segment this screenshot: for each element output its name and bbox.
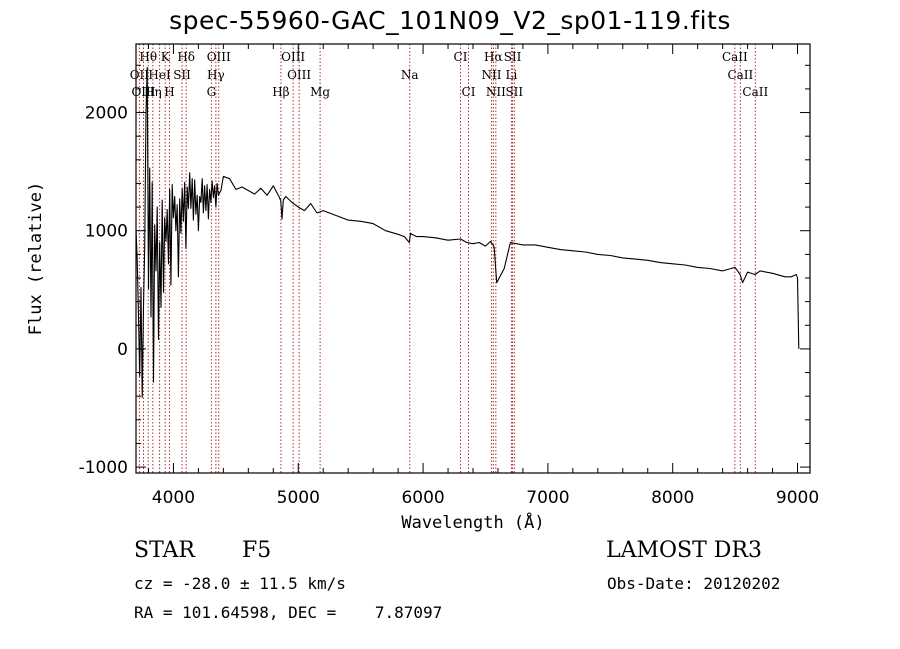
x-tick-label: 8000 [651,488,694,508]
spectral-line-label: OII [130,68,150,82]
spectral-line-label: Hα [484,50,503,64]
spectral-line-label: H [164,85,174,99]
spectral-line-label: CaII [722,50,748,64]
x-tick-label: 9000 [776,488,819,508]
spectral-line-label: Hβ [272,85,289,99]
y-tick-label: 2000 [85,104,128,124]
spectral-line-label: SII [505,85,523,99]
y-tick-label: 1000 [85,222,128,242]
spectral-line-label: Mg [310,85,330,99]
spectral-line-label: SII [173,68,191,82]
spectral-line-label: NII [481,68,501,82]
spectral-line-label: NII [486,85,506,99]
spectral-line-label: K [161,50,171,64]
obs-date-text: Obs-Date: 20120202 [607,574,781,593]
spectral-line-label: Li [506,68,518,82]
spectral-line-label: CaII [727,68,753,82]
x-tick-label: 4000 [152,488,195,508]
object-subclass: F5 [242,538,272,563]
spectral-line-label: G [207,85,217,99]
spectral-line-label: OIII [281,50,305,64]
spectral-line-label: HeI [148,68,171,82]
spectral-line-label: CI [454,50,468,64]
y-tick-label: 0 [117,340,128,360]
spectral-line-label: OIII [207,50,231,64]
spectral-line-label: CaII [742,85,768,99]
spectrum-series [135,67,800,398]
spectral-line-label: Hγ [207,68,225,82]
spectral-line-label: Hδ [177,50,195,64]
spectral-line-label: SII [504,50,522,64]
spectral-line-label: Hθ [139,50,157,64]
plot-frame [135,43,811,474]
spectral-line-label: OIII [287,68,311,82]
x-tick-label: 5000 [277,488,320,508]
spectral-line-label: Hη [144,85,162,99]
y-axis-label: Flux (relative) [26,182,46,336]
y-tick-label: -1000 [79,458,128,478]
x-tick-label: 6000 [401,488,444,508]
object-class: STAR [134,538,195,563]
spectral-line-label: CI [462,85,476,99]
chart-title: spec-55960-GAC_101N09_V2_sp01-119.fits [169,6,731,35]
redshift-text: cz = -28.0 ± 11.5 km/s [134,574,346,593]
spectral-line-label: Na [401,68,419,82]
x-axis-label: Wavelength (Å) [401,511,544,533]
x-tick-label: 7000 [526,488,569,508]
survey-name: LAMOST DR3 [606,538,762,563]
coordinates-text: RA = 101.64598, DEC = 7.87097 [134,603,443,622]
